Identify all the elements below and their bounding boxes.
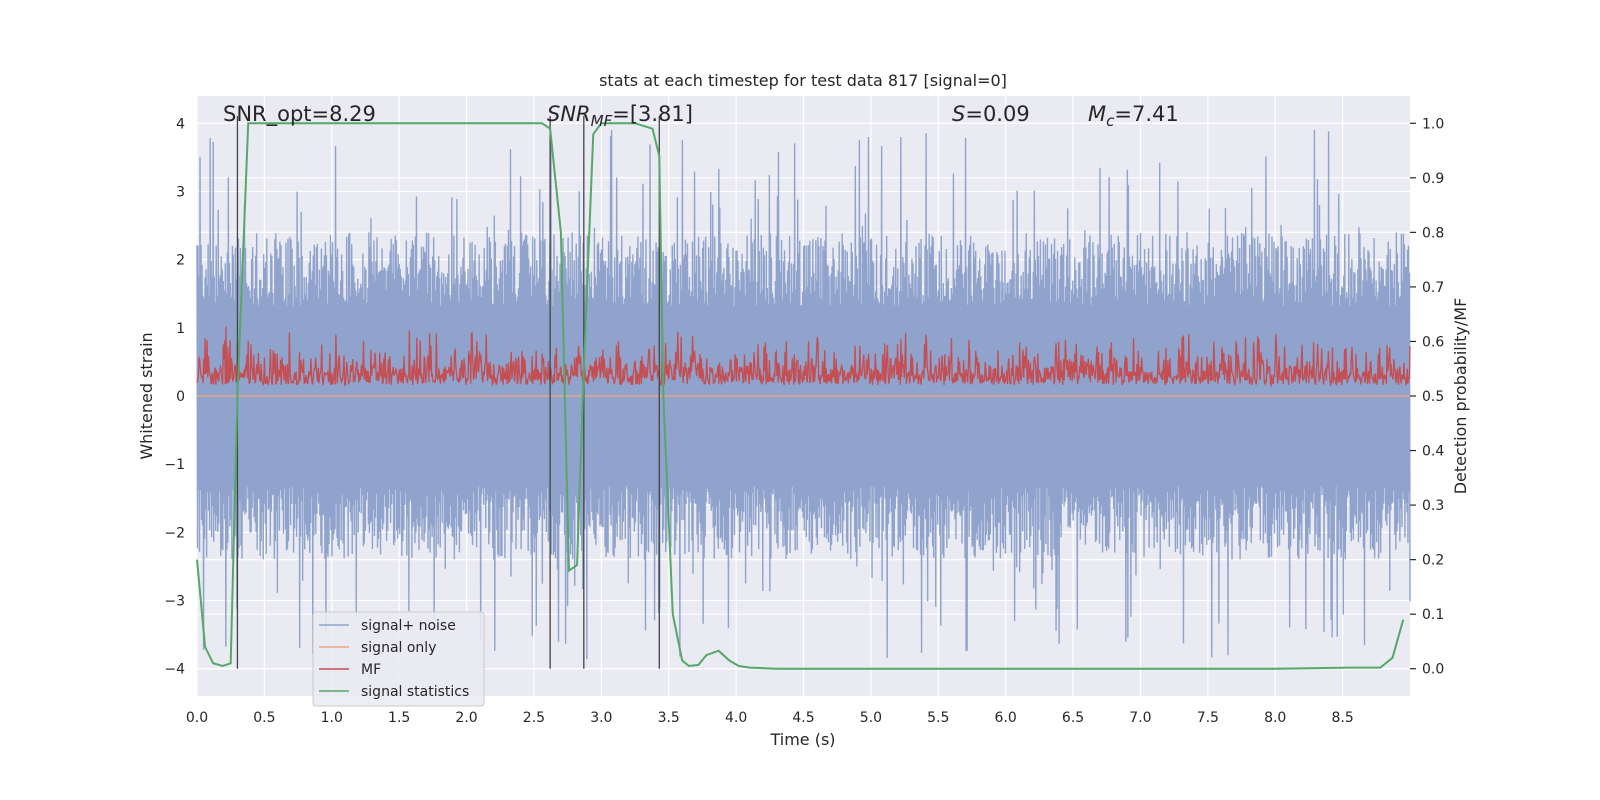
annotation-s: S=0.09 <box>952 102 1030 126</box>
y2-tick-label: 0.4 <box>1422 444 1444 460</box>
y2-tick-label: 0.7 <box>1422 280 1444 296</box>
y-tick-label: 2 <box>176 253 185 269</box>
x-tick-label: 0.0 <box>186 710 208 726</box>
legend-label-mf: MF <box>361 662 381 678</box>
y-tick-label: 3 <box>176 184 185 200</box>
x-tick-label: 3.5 <box>658 710 680 726</box>
y2-tick-label: 0.8 <box>1422 225 1444 241</box>
series-signal-noise <box>196 130 1411 660</box>
x-tick-label: 2.5 <box>523 710 545 726</box>
x-tick-label: 7.5 <box>1197 710 1219 726</box>
x-tick-label: 1.5 <box>388 710 410 726</box>
y-tick-label: −1 <box>164 457 185 473</box>
y-tick-label: 0 <box>176 389 185 405</box>
y2-axis-label: Detection probability/MF <box>1451 298 1470 495</box>
x-tick-label: 6.5 <box>1062 710 1084 726</box>
legend-label-signal-statistics: signal statistics <box>361 684 469 700</box>
x-tick-label: 5.5 <box>927 710 949 726</box>
legend-label-signal-only: signal only <box>361 640 436 656</box>
y2-tick-label: 0.2 <box>1422 553 1444 569</box>
signal-statistics-line <box>196 122 1405 670</box>
y-tick-label: 4 <box>176 116 185 132</box>
x-tick-label: 5.0 <box>860 710 882 726</box>
y-tick-label: −3 <box>164 594 185 610</box>
x-tick-label: 4.0 <box>725 710 747 726</box>
chart-title: stats at each timestep for test data 817… <box>599 71 1007 90</box>
y2-tick-label: 1.0 <box>1422 116 1444 132</box>
y2-tick-label: 0.5 <box>1422 389 1444 405</box>
y2-tick-label: 0.9 <box>1422 171 1444 187</box>
y2-tick-label: 0.1 <box>1422 607 1444 623</box>
series-signal-statistics <box>196 122 1405 670</box>
annotation-snr-mf: SNRMF=[3.81] <box>547 102 693 130</box>
y2-tick-label: 0.0 <box>1422 662 1444 678</box>
y2-tick-label: 0.3 <box>1422 498 1444 514</box>
y2-tick-label: 0.6 <box>1422 334 1444 350</box>
legend-box <box>312 611 485 707</box>
x-tick-label: 6.0 <box>995 710 1017 726</box>
y-tick-label: −2 <box>164 525 185 541</box>
x-tick-label: 0.5 <box>253 710 275 726</box>
y-axis-label: Whitened strain <box>137 332 156 459</box>
y2-axis-ticks: 0.0 0.1 0.2 0.3 0.4 0.5 0.6 0.7 0.8 0.9 1.0 <box>1410 116 1444 678</box>
x-tick-label: 8.0 <box>1264 710 1286 726</box>
mf-line <box>196 326 1411 388</box>
x-axis-label: Time (s) <box>769 730 835 749</box>
series-mf <box>196 326 1411 388</box>
x-tick-label: 7.0 <box>1129 710 1151 726</box>
x-tick-label: 8.5 <box>1331 710 1353 726</box>
x-tick-label: 3.0 <box>590 710 612 726</box>
x-tick-label: 4.5 <box>792 710 814 726</box>
legend-label-signal-noise: signal+ noise <box>361 618 456 634</box>
annotation-snr-opt: SNR_opt=8.29 <box>223 102 376 127</box>
x-tick-label: 2.0 <box>455 710 477 726</box>
y-tick-label: −4 <box>164 662 185 678</box>
y-tick-label: 1 <box>176 321 185 337</box>
annotation-mc: Mc=7.41 <box>1088 102 1179 130</box>
x-axis-ticks: 0.0 0.5 1.0 1.5 2.0 2.5 3.0 3.5 4.0 4.5 5.0 5.5 6.0 6… <box>186 710 1354 726</box>
x-tick-label: 1.0 <box>321 710 343 726</box>
legend: signal+ noise signal only MF signal stat… <box>312 611 485 707</box>
signal-noise-line <box>196 130 1411 660</box>
y-axis-ticks: −4 −3 −2 −1 0 1 2 3 4 <box>164 116 185 677</box>
